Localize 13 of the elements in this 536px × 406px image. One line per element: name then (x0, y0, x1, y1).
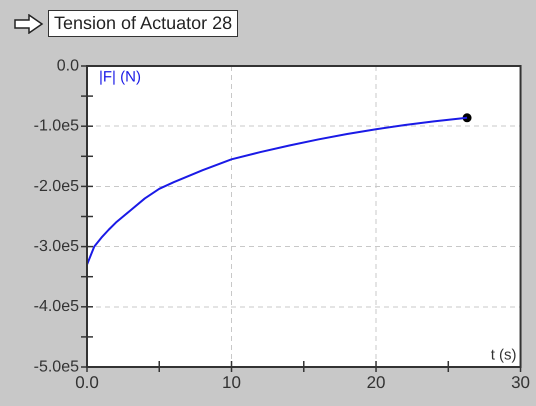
x-tick-label: 30 (511, 372, 530, 392)
chart-title: Tension of Actuator 28 (48, 10, 238, 37)
y-tick-label: -5.0e5 (34, 358, 80, 376)
y-axis-title: |F| (N) (99, 68, 141, 86)
y-tick-label: -1.0e5 (34, 118, 80, 135)
x-axis-title: t (s) (490, 346, 517, 364)
y-tick-label: -2.0e5 (34, 178, 80, 195)
x-tick-label: 0.0 (75, 372, 99, 392)
y-tick-label: 0.0 (56, 57, 80, 74)
x-tick-label: 20 (366, 372, 386, 392)
x-tick-label: 10 (222, 372, 241, 392)
y-tick-label: -4.0e5 (34, 298, 80, 316)
y-tick-label: -3.0e5 (34, 238, 80, 256)
